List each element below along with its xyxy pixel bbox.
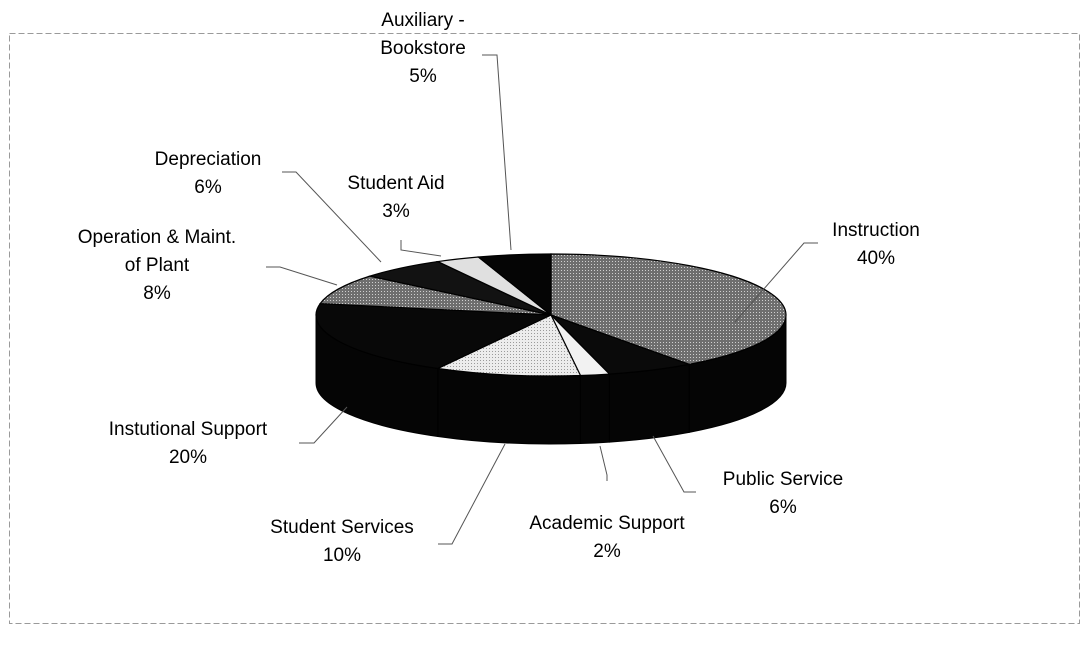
slice-side-student-services: [437, 367, 581, 445]
leader-lines: [266, 54, 818, 545]
leader-line: [652, 435, 696, 493]
slice-operation-maint-of-plant: [319, 275, 552, 316]
slice-student-services: [435, 314, 582, 377]
slice-auxiliary-bookstore: [476, 253, 552, 317]
slice-side-public-service: [608, 363, 690, 443]
leader-line: [266, 266, 338, 286]
leader-line: [299, 406, 348, 444]
label-auxiliary: Auxiliary -Bookstore 5%: [380, 10, 466, 87]
leader-line: [734, 242, 818, 323]
label-public-service: Public Service 6%: [723, 469, 843, 518]
slice-labels: Auxiliary -Bookstore 5% Depreciation 6% Stud…: [78, 10, 920, 566]
label-depreciation: Depreciation 6%: [155, 149, 262, 198]
label-student-aid: Student Aid 3%: [347, 173, 444, 222]
slice-side-academic-support: [579, 373, 610, 445]
label-academic-support: Academic Support 2%: [529, 513, 685, 562]
slice-instruction: [550, 253, 787, 365]
label-operation-maint: Operation & Maint. of Plant 8%: [78, 227, 236, 304]
leader-line: [482, 54, 512, 251]
pie-tops: [315, 253, 787, 377]
leader-line: [599, 445, 608, 481]
label-instutional-support: Instutional Support 20%: [109, 419, 268, 468]
plot-frame: [9, 33, 1080, 624]
label-student-services: Student Services 10%: [270, 517, 414, 566]
leader-line: [438, 443, 506, 545]
slice-instutional-support: [315, 302, 552, 370]
label-instruction: Instruction 40%: [832, 220, 920, 269]
leader-line: [400, 240, 442, 257]
leader-line: [282, 171, 382, 263]
